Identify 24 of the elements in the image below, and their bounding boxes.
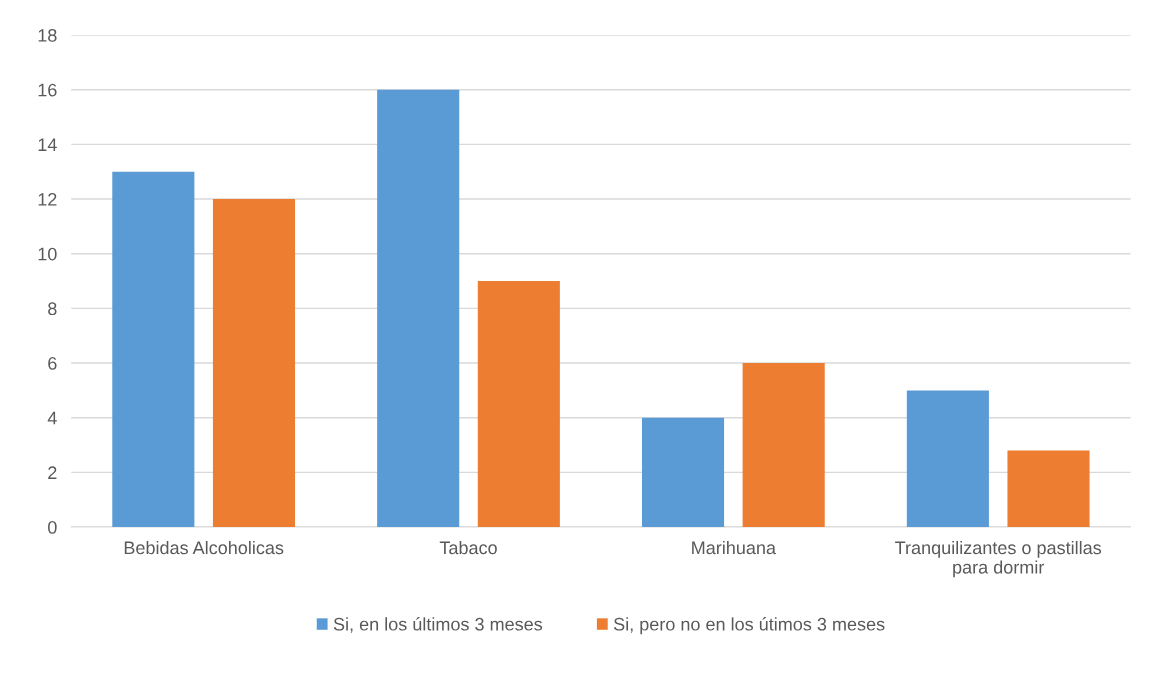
bar (477, 281, 560, 528)
y-tick-label: 8 (48, 302, 57, 316)
legend-label: Si, en los últimos 3 meses (333, 617, 543, 633)
x-tick-label: Tabaco (439, 540, 497, 555)
bar (742, 363, 825, 528)
bar (641, 417, 725, 528)
bar (906, 390, 989, 528)
y-tick-label: 12 (38, 192, 57, 206)
bar (212, 199, 296, 528)
legend-label: Si, pero no en los útimos 3 meses (613, 617, 885, 635)
bar (1007, 450, 1090, 528)
y-tick-label: 0 (48, 521, 57, 534)
bar (377, 89, 460, 528)
y-tick-label: 4 (47, 411, 57, 425)
bar (112, 171, 195, 528)
x-tick-label: Marihuana (692, 540, 777, 555)
y-tick-label: 2 (48, 466, 57, 479)
y-tick-label: 10 (38, 247, 57, 261)
y-tick-label: 18 (38, 28, 57, 42)
x-tick-label: Tranquilizantes o pastillas para dormir (895, 540, 1102, 578)
y-tick-label: 16 (38, 83, 57, 97)
y-tick-label: 6 (48, 357, 57, 370)
x-tick-label: Bebidas Alcoholicas (124, 540, 284, 555)
y-tick-label: 14 (38, 138, 57, 151)
